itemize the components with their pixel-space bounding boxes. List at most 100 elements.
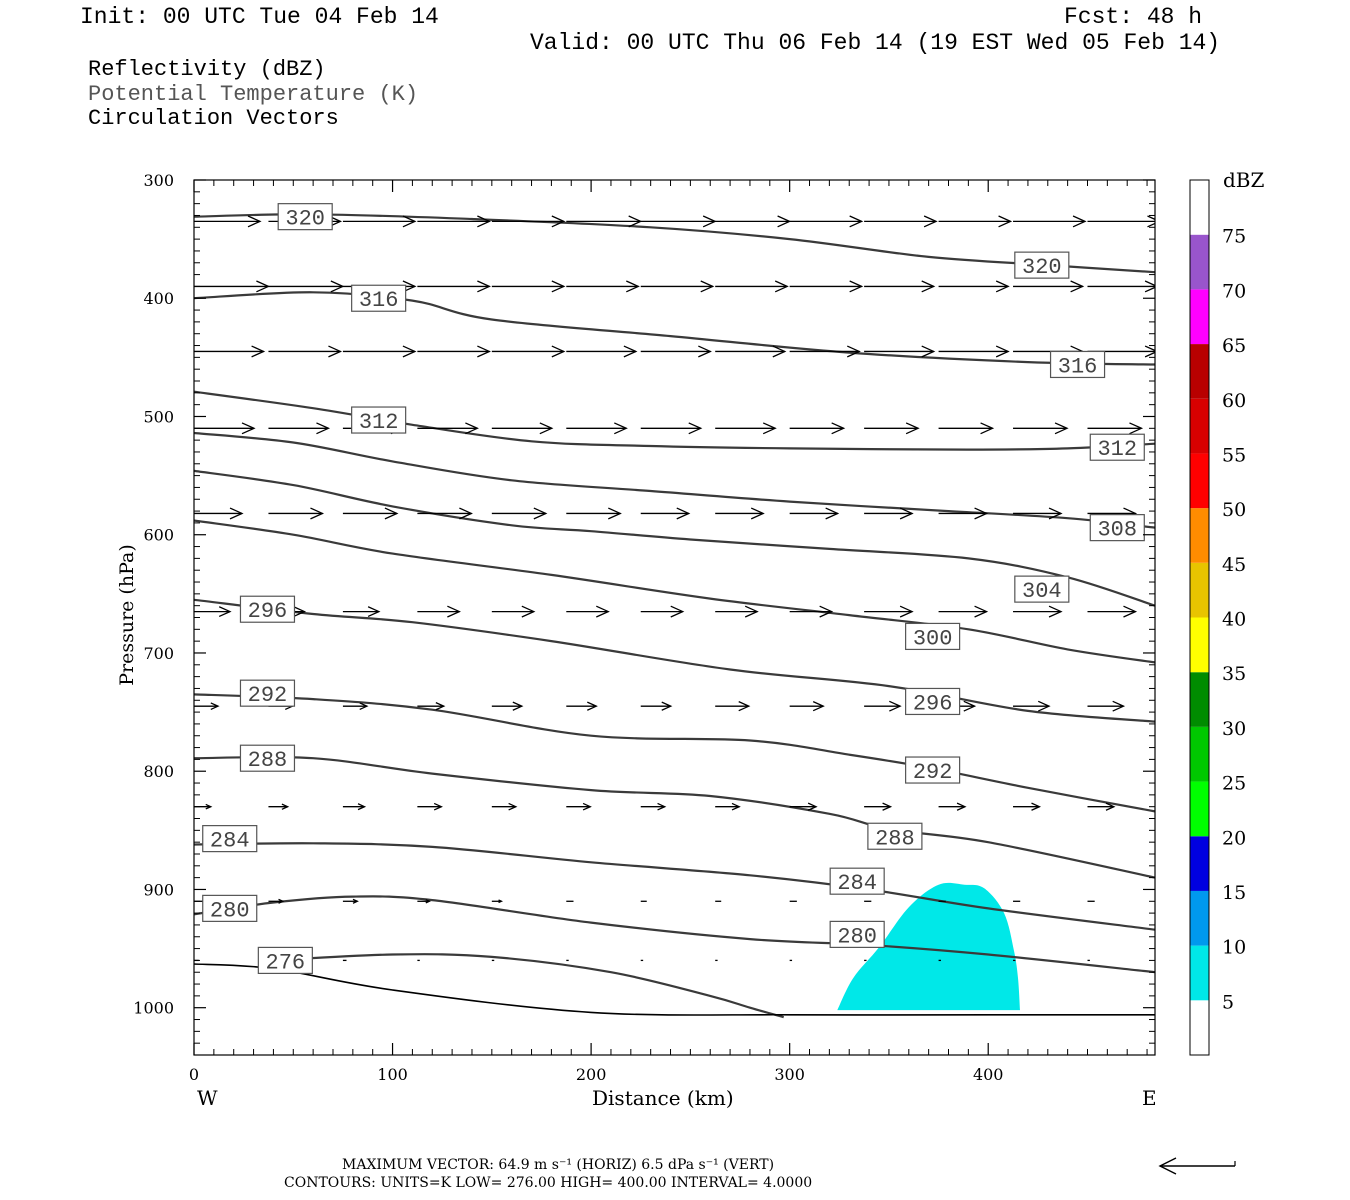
theta-contour-284 — [194, 842, 1155, 931]
vector-head — [251, 345, 266, 358]
vector-head — [477, 215, 491, 228]
colorbar-label: 15 — [1222, 882, 1246, 904]
circulation-vector — [268, 345, 343, 358]
vector-head — [459, 507, 473, 520]
circulation-vector — [1013, 605, 1063, 618]
vector-head — [359, 702, 369, 711]
circulation-vector — [491, 802, 518, 811]
contour-label-304: 304 — [1014, 575, 1070, 604]
colorbar-label: 40 — [1222, 609, 1246, 631]
vector-head — [1054, 422, 1069, 435]
contour-label-320: 320 — [1014, 251, 1070, 280]
contour-label-text: 280 — [210, 898, 250, 923]
vector-head — [357, 803, 367, 811]
contour-label-box — [257, 946, 313, 975]
circulation-vector — [417, 345, 491, 358]
forecast-hour: Fcst: 48 h — [1064, 4, 1203, 30]
vector-head — [889, 700, 902, 712]
west-label: W — [197, 1086, 218, 1110]
x-axis-label: Distance (km) — [592, 1086, 734, 1110]
vector-head — [465, 422, 479, 435]
circulation-vector — [640, 280, 715, 293]
vector-head — [750, 507, 765, 520]
circulation-vector — [789, 701, 825, 712]
circulation-vector — [789, 345, 861, 358]
circulation-vector — [268, 422, 331, 435]
colorbar: 5 10 15 20 25 30 35 40 45 50 55 60 65 70 75 — [1189, 179, 1246, 1056]
vector-head — [498, 899, 504, 904]
vector-head — [256, 280, 270, 293]
vector-head — [846, 345, 861, 358]
vector-head — [670, 605, 685, 618]
colorbar-label: 35 — [1222, 663, 1246, 685]
vector-layer — [194, 215, 1155, 962]
circulation-vector — [491, 507, 548, 520]
vector-head — [774, 280, 789, 293]
contour-label-box — [829, 867, 885, 895]
contour-label-280: 280 — [829, 920, 885, 949]
vector-head — [1147, 215, 1155, 228]
contour-label-box — [202, 894, 258, 922]
vector-head — [807, 802, 818, 811]
circulation-vector — [194, 215, 262, 228]
vector-head — [1144, 280, 1155, 293]
vector-head — [433, 802, 443, 811]
circulation-vector — [342, 507, 399, 520]
contour-label-box — [829, 920, 885, 948]
circulation-vector — [1087, 215, 1155, 228]
circulation-vector — [491, 422, 554, 435]
contour-label-box — [1089, 433, 1145, 461]
colorbar-segment — [1190, 453, 1209, 509]
contour-label-284: 284 — [829, 867, 885, 896]
circulation-vector — [864, 700, 902, 712]
contour-label-316: 316 — [351, 284, 407, 313]
vector-head — [614, 422, 628, 435]
circulation-vector — [715, 802, 741, 811]
circulation-vector — [566, 422, 628, 435]
circulation-vector — [938, 215, 1013, 228]
colorbar-segment — [1190, 890, 1209, 946]
vector-head — [1031, 802, 1042, 811]
contour-label-box — [905, 756, 961, 784]
circulation-vector — [194, 280, 270, 293]
circulation-vector — [640, 605, 685, 618]
vector-head — [367, 606, 381, 618]
colorbar-label: 30 — [1222, 718, 1246, 740]
circulation-vector — [491, 345, 566, 358]
vector-head — [1105, 802, 1116, 811]
contour-label-288: 288 — [867, 822, 923, 851]
contour-label-292: 292 — [905, 756, 961, 785]
circulation-vector — [789, 215, 864, 228]
reflectivity-layer — [837, 882, 1020, 1011]
vector-head — [762, 422, 777, 435]
colorbar-segment — [1190, 945, 1209, 1001]
vector-head — [744, 605, 759, 618]
vector-head — [533, 507, 548, 520]
vector-head — [921, 280, 936, 293]
vector-head — [812, 701, 825, 712]
contour-label-text: 280 — [837, 924, 877, 949]
theta-contour-296 — [194, 598, 1155, 723]
circulation-vector — [715, 701, 751, 712]
circulation-vector — [715, 280, 789, 293]
colorbar-segment — [1190, 726, 1209, 782]
circulation-vector — [417, 702, 446, 711]
circulation-vector — [715, 605, 759, 618]
vector-head — [512, 701, 524, 711]
vector-head — [923, 215, 938, 228]
circulation-vector — [491, 280, 566, 293]
theta-contour-304 — [194, 469, 1155, 607]
contour-label-box — [905, 622, 961, 651]
circulation-vector — [417, 605, 461, 618]
y-axis-label: Pressure (hPa) — [116, 544, 138, 686]
y-tick-label: 500 — [143, 407, 174, 426]
vector-head — [435, 702, 446, 711]
circulation-vector — [194, 702, 220, 711]
circulation-vector — [194, 606, 232, 618]
circulation-vector — [789, 422, 846, 435]
vector-head — [974, 507, 989, 520]
circulation-vector — [342, 606, 381, 618]
maximum-vector-text: MAXIMUM VECTOR: 64.9 m s⁻¹ (HORIZ) 6.5 d… — [342, 1157, 775, 1173]
vector-head — [278, 898, 285, 904]
circulation-vector — [640, 215, 717, 228]
